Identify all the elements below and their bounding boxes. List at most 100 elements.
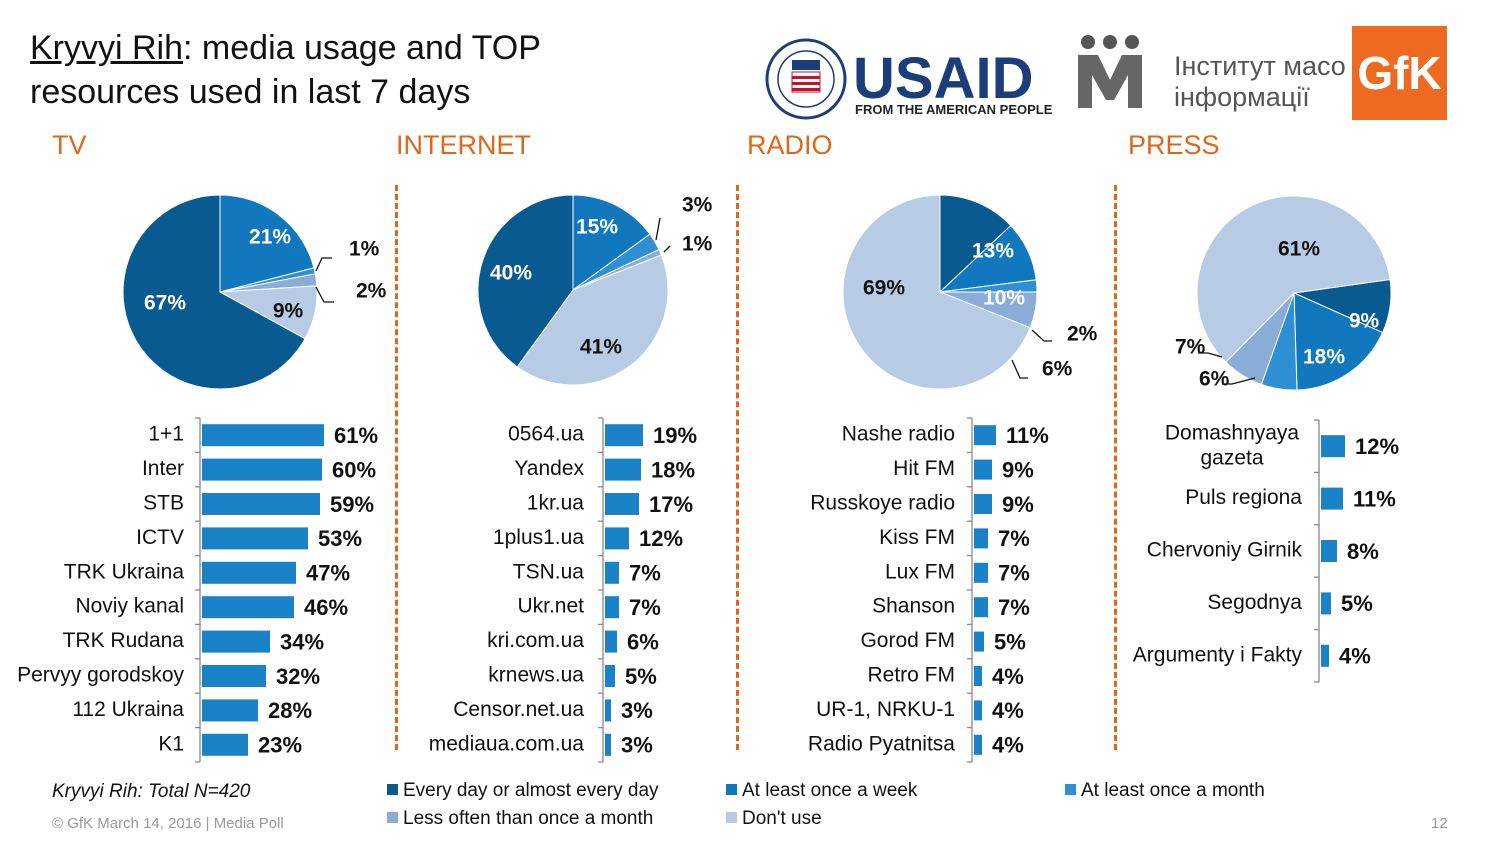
bars-internet (598, 417, 643, 763)
bar-value-label: 18% (651, 457, 695, 482)
pie-label: 69% (863, 277, 905, 300)
pie-slice (939, 194, 1012, 294)
legend-swatch (387, 784, 398, 795)
bar (202, 733, 248, 756)
bar-value-label: 46% (304, 595, 348, 620)
legend-item: Every day or almost every day (387, 780, 659, 802)
section-title-tv: TV (52, 130, 87, 160)
legend-label: Less often than once a month (403, 808, 654, 829)
page-title: Kryvyi Rih: media usage and TOP resource… (30, 26, 541, 114)
legend-label: At least once a month (1081, 780, 1265, 801)
bar (1321, 592, 1331, 615)
bar-value-label: 61% (334, 423, 378, 448)
bar (605, 493, 639, 515)
legend-swatch (1065, 784, 1076, 795)
bar-category-label: Segodnya (1207, 591, 1302, 614)
pie-tv (122, 194, 318, 390)
bar-value-label: 5% (1341, 591, 1373, 616)
bar-value-label: 3% (621, 733, 653, 758)
leader-line (1031, 329, 1052, 342)
bar-value-label: 8% (1347, 539, 1379, 564)
bar-value-label: 7% (998, 595, 1030, 620)
bar-category-label: 1kr.ua (527, 492, 585, 515)
imi-logo: Інститут масової інформації (1078, 35, 1345, 112)
legend-item: At least once a week (726, 780, 917, 802)
bar-category-label: Ukr.net (517, 595, 584, 618)
sample-footnote: Kryvyi Rih: Total N=420 (52, 781, 251, 802)
imi-name-line1: Інститут масової (1174, 51, 1345, 81)
bar (974, 494, 992, 514)
legend-swatch (726, 784, 737, 795)
copyright-footer: © GfK March 14, 2016 | Media Poll (52, 815, 284, 832)
pie-label: 9% (1349, 310, 1380, 333)
bar-value-label: 5% (625, 664, 657, 689)
title-line2: resources used in last 7 days (30, 73, 471, 111)
legend-label: Every day or almost every day (403, 780, 659, 801)
bar-category-label: 1plus1.ua (493, 526, 584, 549)
legend-label: Don't use (742, 808, 822, 829)
bar (202, 596, 294, 619)
bar (974, 631, 984, 652)
bars-tv (195, 417, 324, 763)
section-divider (395, 185, 398, 750)
bar (1321, 540, 1337, 562)
bar-category-label: gazeta (1200, 447, 1263, 470)
bar-category-label: Nashe radio (842, 423, 955, 446)
bar-value-label: 17% (649, 492, 693, 517)
bar-category-label: mediaua.com.ua (429, 732, 585, 755)
bar-value-label: 7% (629, 595, 661, 620)
leader-line (1222, 377, 1256, 385)
pie-slice (516, 254, 669, 386)
pie-label: 10% (983, 287, 1025, 310)
bar-category-label: Censor.net.ua (453, 698, 584, 721)
pie-label: 6% (1042, 358, 1073, 381)
bar-category-label: Gorod FM (860, 629, 955, 652)
bar-category-label: Radio Pyatnitsa (808, 732, 955, 755)
title-city: Kryvyi Rih (30, 29, 184, 67)
pie-slice (1293, 292, 1384, 391)
bar-category-label: STB (143, 492, 184, 515)
bar (974, 459, 992, 480)
bar-category-label: ICTV (136, 526, 184, 549)
pie-label: 7% (1175, 336, 1206, 359)
legend-item: At least once a month (1065, 780, 1265, 802)
bar (202, 458, 322, 481)
bar-category-label: Domashnyaya (1165, 422, 1300, 445)
section-title-internet: INTERNET (396, 130, 531, 160)
bar-value-label: 59% (330, 492, 374, 517)
bar (605, 630, 617, 653)
bar-value-label: 11% (1353, 486, 1396, 511)
pie-slice (842, 194, 1031, 390)
bars-press (1314, 419, 1345, 683)
bar (974, 700, 982, 721)
bar (1321, 487, 1343, 510)
pie-label: 1% (682, 233, 713, 256)
bar (202, 493, 320, 515)
bar (202, 527, 308, 550)
bar-category-label: Yandex (514, 457, 584, 480)
bar-category-label: krnews.ua (488, 664, 584, 687)
bar-category-label: Hit FM (893, 457, 955, 480)
bar-value-label: 9% (1002, 457, 1034, 482)
pie-label: 3% (682, 194, 713, 217)
bar (974, 528, 988, 549)
bar (605, 699, 611, 722)
bar-value-label: 23% (258, 733, 302, 758)
bar-value-label: 32% (276, 664, 320, 689)
pie-label: 2% (1067, 323, 1098, 346)
bar-category-label: Retro FM (867, 664, 955, 687)
pie-slice (572, 194, 651, 291)
bar-value-label: 19% (653, 423, 697, 448)
bar-category-label: TSN.ua (513, 560, 585, 583)
bar-category-label: UR-1, NRKU-1 (816, 698, 955, 721)
bar-category-label: Puls regiona (1185, 486, 1302, 509)
bar (974, 425, 996, 446)
bar-value-label: 60% (332, 457, 376, 482)
bars-radio (967, 417, 996, 763)
pie-label: 41% (580, 336, 622, 359)
bar (605, 665, 615, 687)
bar-value-label: 4% (992, 733, 1024, 758)
legend-label: At least once a week (742, 780, 918, 801)
bar (202, 424, 324, 447)
